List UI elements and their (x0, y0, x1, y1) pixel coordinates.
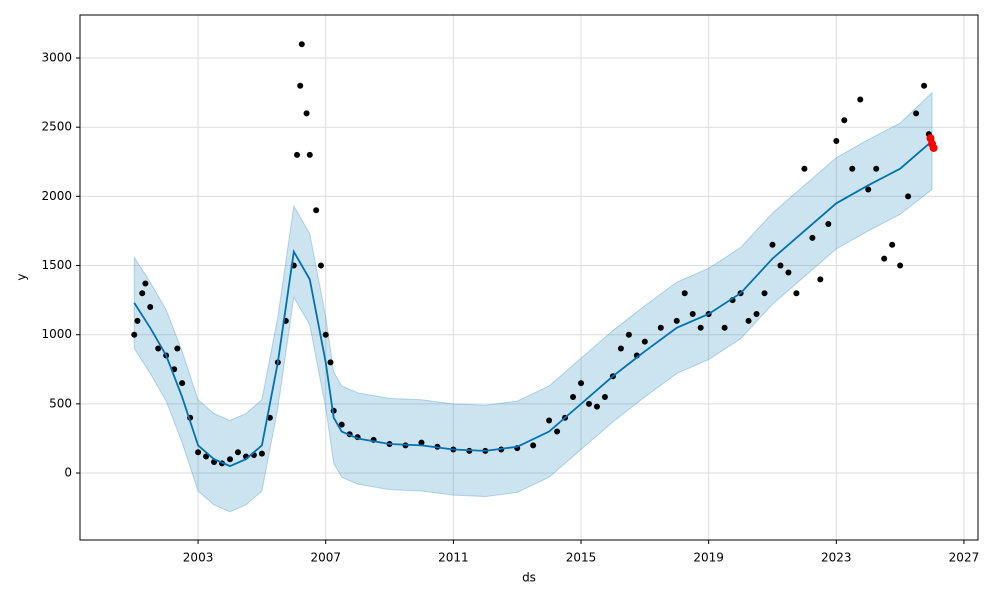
y-tick-label: 3000 (41, 51, 72, 65)
marks (131, 41, 938, 513)
observation (226, 456, 233, 463)
x-tick-label: 2019 (693, 551, 724, 565)
observation (801, 165, 808, 172)
observation (721, 324, 728, 331)
observation (865, 186, 872, 193)
observation (546, 417, 553, 424)
y-tick-label: 500 (49, 396, 72, 410)
y-tick-label: 1500 (41, 258, 72, 272)
observation (769, 241, 776, 248)
grid (80, 15, 978, 540)
observation (841, 117, 848, 124)
x-axis-label: ds (522, 571, 536, 585)
y-axis-label: y (15, 273, 29, 280)
observation (174, 345, 181, 352)
x-tick-label: 2027 (949, 551, 980, 565)
future-point (929, 143, 938, 152)
observation (761, 290, 768, 297)
y-tick-label: 0 (64, 466, 72, 480)
observation (554, 428, 561, 435)
observation (681, 290, 688, 297)
observation (857, 96, 864, 103)
observation (313, 207, 320, 214)
observation (297, 82, 304, 89)
observation (131, 331, 138, 338)
observation (601, 393, 608, 400)
observation (913, 110, 920, 117)
observation (657, 324, 664, 331)
observation (322, 331, 329, 338)
axes-frame (79, 14, 979, 541)
observation (147, 304, 154, 311)
observation (625, 331, 632, 338)
x-tick-label: 2011 (438, 551, 469, 565)
y-tick-label: 1000 (41, 327, 72, 341)
observation (809, 234, 816, 241)
y-tick-label: 2500 (41, 120, 72, 134)
observation (905, 193, 912, 200)
observation (578, 380, 585, 387)
plot-area (80, 15, 978, 540)
observation (673, 317, 680, 324)
y-tick-label: 2000 (41, 189, 72, 203)
observation (897, 262, 904, 269)
observation (298, 41, 305, 48)
observation (793, 290, 800, 297)
observation (258, 450, 265, 457)
observation (593, 403, 600, 410)
observation (889, 241, 896, 248)
x-tick-label: 2007 (310, 551, 341, 565)
observation (753, 310, 760, 317)
observation (306, 151, 313, 158)
observation (817, 276, 824, 283)
observation (530, 442, 537, 449)
x-tick-label: 2003 (183, 551, 214, 565)
observation (338, 421, 345, 428)
uncertainty-band (133, 91, 933, 513)
observation (203, 453, 210, 460)
observation (179, 380, 186, 387)
observation (777, 262, 784, 269)
observation (418, 439, 425, 446)
observation (697, 324, 704, 331)
observation (294, 151, 301, 158)
observation (921, 82, 928, 89)
observation (327, 359, 334, 366)
observation (142, 280, 149, 287)
observation (303, 110, 310, 117)
observation (139, 290, 146, 297)
observation (570, 393, 577, 400)
observation (195, 449, 202, 456)
observation (689, 310, 696, 317)
observation (155, 345, 162, 352)
observation (825, 221, 832, 228)
observation (617, 345, 624, 352)
forecast-line (133, 140, 933, 468)
observation (785, 269, 792, 276)
observation (585, 400, 592, 407)
observation (134, 317, 141, 324)
x-tick-label: 2015 (566, 551, 597, 565)
observation (317, 262, 324, 269)
observation (849, 165, 856, 172)
observation (641, 338, 648, 345)
observation (873, 165, 880, 172)
observation (745, 317, 752, 324)
observation (881, 255, 888, 262)
observation (234, 449, 241, 456)
x-tick-label: 2023 (821, 551, 852, 565)
observation (833, 138, 840, 145)
